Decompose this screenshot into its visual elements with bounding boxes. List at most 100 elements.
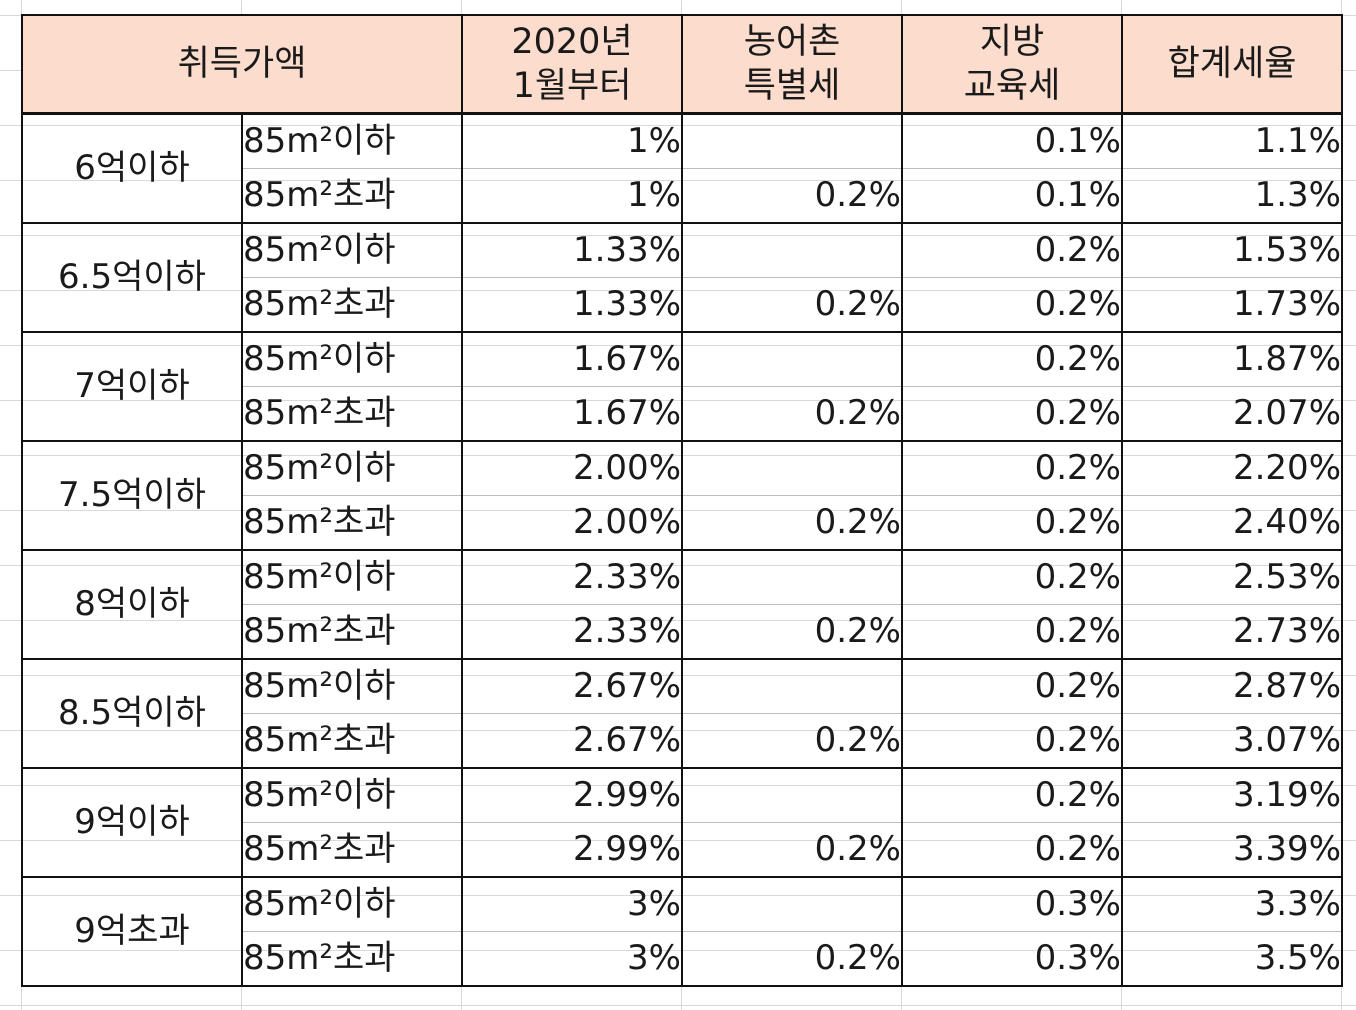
total-rate-cell[interactable]: 1.1%: [1121, 112, 1343, 169]
rural-tax-cell[interactable]: 0.2%: [681, 822, 903, 878]
total-rate-cell[interactable]: 3.07%: [1121, 713, 1343, 769]
local-edu-tax-cell[interactable]: 0.2%: [901, 822, 1123, 878]
local-edu-tax-cell[interactable]: 0.1%: [901, 168, 1123, 224]
area-condition-cell[interactable]: 85m²이하: [241, 549, 463, 605]
total-rate-cell[interactable]: 3.5%: [1121, 931, 1343, 987]
area-condition-cell[interactable]: 85m²초과: [241, 822, 463, 878]
header-total-rate[interactable]: 합계세율: [1121, 14, 1343, 115]
total-rate-cell[interactable]: 2.87%: [1121, 658, 1343, 714]
local-edu-tax-cell[interactable]: 0.2%: [901, 331, 1123, 387]
total-rate-cell[interactable]: 1.87%: [1121, 331, 1343, 387]
area-condition-cell[interactable]: 85m²이하: [241, 440, 463, 496]
total-rate-cell[interactable]: 2.07%: [1121, 386, 1343, 442]
header-rate-line2: 1월부터: [512, 66, 632, 106]
rural-tax-cell[interactable]: [681, 876, 903, 932]
area-condition-cell[interactable]: 85m²초과: [241, 713, 463, 769]
total-rate-cell[interactable]: 2.40%: [1121, 495, 1343, 551]
acquisition-rate-cell[interactable]: 1%: [461, 168, 683, 224]
rural-tax-cell[interactable]: [681, 331, 903, 387]
price-bracket-cell[interactable]: 6.5억이하: [21, 222, 243, 333]
rural-tax-cell[interactable]: [681, 549, 903, 605]
area-condition-cell[interactable]: 85m²초과: [241, 495, 463, 551]
acquisition-rate-cell[interactable]: 1.67%: [461, 331, 683, 387]
local-edu-tax-cell[interactable]: 0.3%: [901, 876, 1123, 932]
price-bracket-cell[interactable]: 8.5억이하: [21, 658, 243, 769]
acquisition-rate-cell[interactable]: 3%: [461, 876, 683, 932]
header-rural-tax[interactable]: 농어촌 특별세: [681, 14, 903, 115]
acquisition-rate-cell[interactable]: 2.99%: [461, 822, 683, 878]
local-edu-tax-cell[interactable]: 0.2%: [901, 222, 1123, 278]
table-row: 85m²초과 2.00% 0.2% 0.2% 2.40%: [22, 495, 1343, 551]
header-price[interactable]: 취득가액: [21, 14, 463, 115]
total-rate-cell[interactable]: 3.19%: [1121, 767, 1343, 823]
rural-tax-cell[interactable]: 0.2%: [681, 931, 903, 987]
local-edu-tax-cell[interactable]: 0.2%: [901, 495, 1123, 551]
header-rate-2020[interactable]: 2020년 1월부터: [461, 14, 683, 115]
area-condition-cell[interactable]: 85m²이하: [241, 222, 463, 278]
area-condition-cell[interactable]: 85m²초과: [241, 386, 463, 442]
rural-tax-cell[interactable]: [681, 440, 903, 496]
area-condition-cell[interactable]: 85m²초과: [241, 168, 463, 224]
total-rate-cell[interactable]: 1.53%: [1121, 222, 1343, 278]
rural-tax-cell[interactable]: [681, 658, 903, 714]
total-rate-cell[interactable]: 2.20%: [1121, 440, 1343, 496]
acquisition-rate-cell[interactable]: 2.99%: [461, 767, 683, 823]
price-bracket-cell[interactable]: 6억이하: [21, 112, 243, 224]
rural-tax-cell[interactable]: 0.2%: [681, 604, 903, 660]
local-edu-tax-cell[interactable]: 0.2%: [901, 604, 1123, 660]
total-rate-cell[interactable]: 2.53%: [1121, 549, 1343, 605]
rural-tax-cell[interactable]: 0.2%: [681, 277, 903, 333]
acquisition-rate-cell[interactable]: 3%: [461, 931, 683, 987]
price-bracket-cell[interactable]: 8억이하: [21, 549, 243, 660]
price-bracket-cell[interactable]: 9억이하: [21, 767, 243, 878]
acquisition-rate-cell[interactable]: 2.33%: [461, 549, 683, 605]
local-edu-tax-cell[interactable]: 0.2%: [901, 767, 1123, 823]
total-rate-cell[interactable]: 3.3%: [1121, 876, 1343, 932]
price-bracket-cell[interactable]: 7.5억이하: [21, 440, 243, 551]
area-condition-cell[interactable]: 85m²이하: [241, 331, 463, 387]
total-rate-cell[interactable]: 1.3%: [1121, 168, 1343, 224]
local-edu-tax-cell[interactable]: 0.2%: [901, 713, 1123, 769]
area-condition-cell[interactable]: 85m²이하: [241, 112, 463, 169]
rural-tax-cell[interactable]: 0.2%: [681, 713, 903, 769]
rural-tax-cell[interactable]: [681, 222, 903, 278]
area-condition-cell[interactable]: 85m²초과: [241, 277, 463, 333]
acquisition-rate-cell[interactable]: 2.00%: [461, 495, 683, 551]
acquisition-rate-cell[interactable]: 1%: [461, 112, 683, 169]
acquisition-rate-cell[interactable]: 1.67%: [461, 386, 683, 442]
header-price-label: 취득가액: [177, 44, 307, 84]
local-edu-tax-cell[interactable]: 0.2%: [901, 549, 1123, 605]
acquisition-rate-cell[interactable]: 2.67%: [461, 658, 683, 714]
acquisition-rate-cell[interactable]: 1.33%: [461, 277, 683, 333]
acquisition-tax-table: 취득가액 2020년 1월부터 농어촌 특별세 지방 교육세 합계세율 6억이하…: [21, 14, 1343, 987]
price-bracket-cell[interactable]: 9억초과: [21, 876, 243, 987]
acquisition-rate-cell[interactable]: 1.33%: [461, 222, 683, 278]
table-row: 6.5억이하 85m²이하 1.33% 0.2% 1.53%: [21, 222, 1343, 333]
local-edu-tax-cell[interactable]: 0.2%: [901, 658, 1123, 714]
area-condition-cell[interactable]: 85m²초과: [241, 931, 463, 987]
area-condition-cell[interactable]: 85m²이하: [241, 658, 463, 714]
acquisition-rate-cell[interactable]: 2.67%: [461, 713, 683, 769]
total-rate-cell[interactable]: 3.39%: [1121, 822, 1343, 878]
header-local-edu-tax[interactable]: 지방 교육세: [901, 14, 1123, 115]
local-edu-tax-cell[interactable]: 0.2%: [901, 440, 1123, 496]
total-rate-cell[interactable]: 2.73%: [1121, 604, 1343, 660]
area-condition-cell[interactable]: 85m²이하: [241, 876, 463, 932]
local-edu-tax-cell[interactable]: 0.1%: [901, 112, 1123, 169]
table-row: 85m²초과 2.33% 0.2% 0.2% 2.73%: [22, 604, 1343, 660]
rural-tax-cell[interactable]: [681, 767, 903, 823]
total-rate-cell[interactable]: 1.73%: [1121, 277, 1343, 333]
rural-tax-cell[interactable]: 0.2%: [681, 168, 903, 224]
local-edu-tax-cell[interactable]: 0.3%: [901, 931, 1123, 987]
rural-tax-cell[interactable]: 0.2%: [681, 386, 903, 442]
rural-tax-cell[interactable]: [681, 112, 903, 169]
acquisition-rate-cell[interactable]: 2.00%: [461, 440, 683, 496]
rural-tax-cell[interactable]: 0.2%: [681, 495, 903, 551]
table-body: 6억이하 85m²이하 1% 0.1% 1.1% 85m²초과 1% 0.2% 0.1% 1.3%…: [21, 112, 1343, 987]
acquisition-rate-cell[interactable]: 2.33%: [461, 604, 683, 660]
area-condition-cell[interactable]: 85m²이하: [241, 767, 463, 823]
local-edu-tax-cell[interactable]: 0.2%: [901, 277, 1123, 333]
price-bracket-cell[interactable]: 7억이하: [21, 331, 243, 442]
area-condition-cell[interactable]: 85m²초과: [241, 604, 463, 660]
local-edu-tax-cell[interactable]: 0.2%: [901, 386, 1123, 442]
